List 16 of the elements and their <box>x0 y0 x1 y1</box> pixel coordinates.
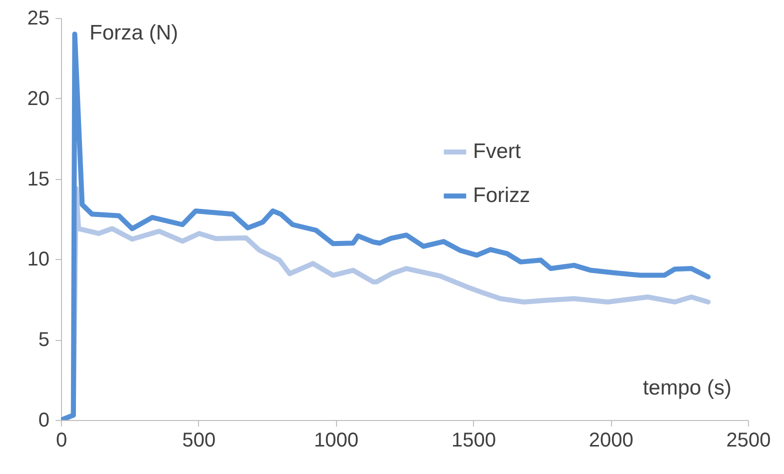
y-tick-label: 5 <box>38 329 50 352</box>
x-tick-label: 0 <box>56 430 68 452</box>
legend-label: Fvert <box>473 140 521 163</box>
legend-label: Forizz <box>473 184 530 207</box>
y-tick-label: 10 <box>27 248 50 271</box>
y-tick-label: 20 <box>27 88 50 110</box>
x-tick-label: 1000 <box>314 430 359 452</box>
x-tick-label: 500 <box>182 430 216 452</box>
x-tick-label: 1500 <box>451 430 496 452</box>
x-axis-title: tempo (s) <box>642 376 732 400</box>
x-tick-label: 2000 <box>588 430 634 452</box>
y-tick-label: 0 <box>38 410 50 432</box>
y-tick-label: 15 <box>27 168 50 190</box>
x-tick-label: 2500 <box>726 430 771 452</box>
y-tick-label: 25 <box>27 8 50 30</box>
y-axis-title: Forza (N) <box>90 22 178 44</box>
